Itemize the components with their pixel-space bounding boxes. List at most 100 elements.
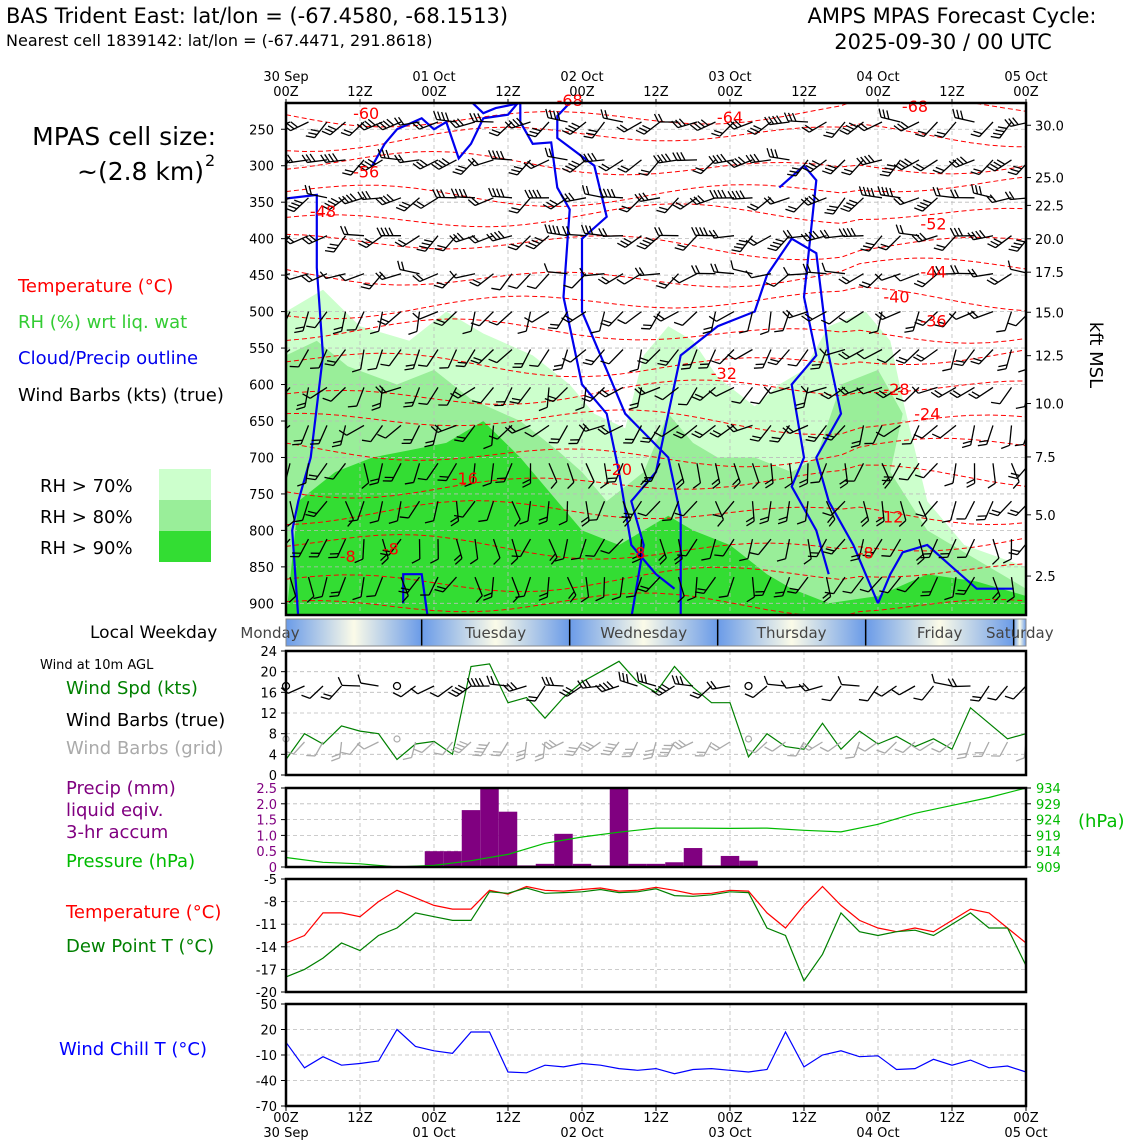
wind-speed-label: Wind Spd (kts) <box>66 678 198 699</box>
wind-barb <box>286 386 291 404</box>
wind-barb <box>634 192 661 203</box>
precip-bar <box>720 855 740 867</box>
precip-ytick-label: 1.0 <box>256 829 277 844</box>
surface-wind-barb-grid <box>658 741 676 757</box>
wind-barb <box>1010 463 1020 489</box>
wind-barb <box>759 311 772 336</box>
wind-barb <box>881 538 902 557</box>
wind-barb <box>823 121 846 138</box>
wind-barb <box>726 119 753 130</box>
wind-barb <box>394 154 420 164</box>
wind-speed-line <box>285 660 1027 761</box>
wind-barb <box>985 194 1012 204</box>
wind-barb <box>504 424 531 434</box>
surface-wind-barb <box>821 685 842 702</box>
wind-barb <box>324 235 347 253</box>
wind-barb <box>1001 425 1013 450</box>
wind-barb <box>988 500 1012 517</box>
surface-wind-barb-grid <box>894 741 916 754</box>
bottom-day-label: 01 Oct <box>412 1126 455 1140</box>
wind-barb <box>776 538 791 562</box>
wind-barb <box>745 501 755 527</box>
wind-barb <box>1008 462 1026 480</box>
wind-barb <box>360 273 383 290</box>
isotherm <box>286 203 1026 228</box>
wind-barb <box>482 463 495 487</box>
wind-barb <box>375 271 402 281</box>
wind-barb <box>488 424 513 440</box>
wind-barb <box>558 501 569 526</box>
wind-barb <box>369 501 384 524</box>
legend-temperature: Temperature (°C) <box>17 276 173 297</box>
wind-barb <box>424 501 439 524</box>
wind-barb <box>662 500 680 522</box>
wind-barb <box>434 235 457 252</box>
wind-barb <box>877 186 901 199</box>
wind-barb <box>517 311 532 335</box>
wind-barb <box>800 230 827 242</box>
wind-barb <box>702 311 717 335</box>
wind-barb <box>657 349 680 366</box>
wind-barb <box>822 159 846 175</box>
pressure-label: Pressure (hPa) <box>66 851 195 872</box>
wind-barb <box>526 121 550 138</box>
wind-barb <box>467 197 494 207</box>
calm-marker-grid <box>744 735 753 743</box>
wind-barb <box>629 349 643 373</box>
wind-barb <box>654 227 679 237</box>
wind-barb <box>599 463 609 489</box>
wind-barb <box>524 424 550 438</box>
isotherm <box>286 464 1026 499</box>
wind-barb <box>483 425 495 450</box>
surface-wind-barb-grid <box>800 741 823 751</box>
wind-barb <box>554 538 569 562</box>
weekday-name: Monday <box>240 624 299 642</box>
temperature-contour-label: -36 <box>920 311 946 330</box>
temp-ytick-label: -20 <box>256 986 277 1001</box>
top-hour-label: 00Z <box>421 85 447 100</box>
wind-barb <box>581 224 605 237</box>
wind-barb <box>568 425 587 445</box>
wind-barb <box>858 186 883 199</box>
wind-barb <box>838 348 864 360</box>
temperature-contour-label: -40 <box>883 287 909 306</box>
temp-ytick-label: -14 <box>256 941 277 956</box>
wind-barb <box>672 152 698 162</box>
wind-barb <box>895 224 920 237</box>
surface-wind-barb <box>970 685 990 702</box>
cross-section-panel: -68 -60 -64 -68 -56 -48 -52 -44 -40 -36 -32 -28 -24 -… <box>249 91 1106 617</box>
wind-barb <box>306 462 328 481</box>
wind-barb <box>691 265 716 275</box>
pressure-ytick-label: 909 <box>1036 861 1061 876</box>
wind-barb <box>297 463 310 487</box>
wind-barb <box>634 386 661 396</box>
wind-barb <box>956 500 976 520</box>
wind-ytick-label: 0 <box>269 769 277 784</box>
wind-barb <box>340 121 365 137</box>
wind-barb <box>286 463 291 483</box>
wind-barb <box>625 576 643 598</box>
wind-barb <box>949 189 975 199</box>
wind-barb <box>680 349 698 370</box>
wind-barb <box>450 501 460 527</box>
wind-barb <box>450 386 476 399</box>
weekday-name: Saturday <box>986 624 1054 642</box>
wind-barb <box>970 349 994 365</box>
wind-barb <box>294 311 310 334</box>
wind-barb <box>800 385 827 394</box>
wind-barb <box>590 311 606 334</box>
surface-wind-barb-grid <box>515 741 528 762</box>
surface-wind-barb-grid <box>1015 741 1027 762</box>
wind-barb <box>1008 538 1026 556</box>
wind-barb <box>509 387 532 404</box>
surface-wind-barb-grid <box>671 739 694 750</box>
wind-barb <box>561 311 587 323</box>
wind-panel: Wind at 10m AGL Wind Spd (kts) Wind Barb… <box>40 645 1028 784</box>
isotherm <box>286 534 1026 560</box>
height-tick-label: 15.0 <box>1035 306 1064 321</box>
wind-barb <box>342 159 365 176</box>
wind-barb <box>560 192 587 203</box>
wind-barb <box>820 311 846 325</box>
wind-barb <box>302 386 328 399</box>
